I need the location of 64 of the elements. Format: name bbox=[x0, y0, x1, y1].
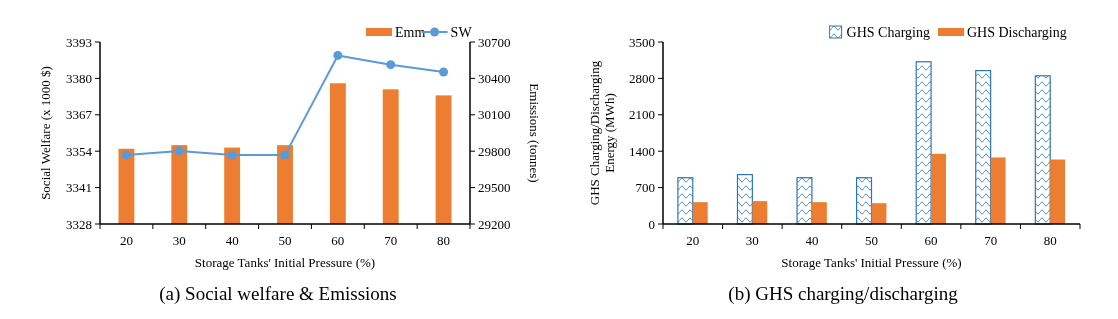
y-tick-label: 3393 bbox=[66, 34, 92, 50]
bar bbox=[1034, 75, 1051, 225]
legend-label: Emm bbox=[395, 25, 426, 40]
bar bbox=[736, 174, 753, 225]
point bbox=[439, 67, 449, 77]
point bbox=[333, 50, 343, 60]
y-tick-label: 2100 bbox=[629, 107, 655, 123]
bar bbox=[811, 202, 827, 224]
y2-tick-label: 30400 bbox=[478, 70, 511, 86]
x-tick-label: 30 bbox=[745, 233, 759, 248]
text: (b) GHS charging/discharging bbox=[728, 283, 959, 305]
y2-tick-label: 29500 bbox=[478, 180, 511, 196]
x-tick-label: 20 bbox=[686, 233, 700, 248]
y-axis-title: GHS Charging/Discharging Energy (MWh) bbox=[587, 60, 617, 206]
bar bbox=[752, 201, 768, 224]
y2-axis-title: Emissions (tonnes) bbox=[527, 83, 542, 183]
bar bbox=[931, 153, 946, 224]
y2-tick-label: 29800 bbox=[478, 143, 511, 159]
bar bbox=[856, 177, 873, 225]
y-tick-label: 0 bbox=[648, 216, 655, 232]
y-tick-label: 3328 bbox=[66, 216, 92, 232]
x-tick-label: 20 bbox=[119, 233, 133, 248]
legend-label: SW bbox=[450, 25, 473, 40]
text: (a) Social welfare & Emissions bbox=[159, 283, 397, 305]
y-tick-label: 3367 bbox=[66, 107, 93, 123]
y2-tick-label: 30100 bbox=[478, 107, 511, 123]
y-tick-label: 700 bbox=[635, 180, 655, 196]
bar bbox=[796, 177, 813, 225]
y2-tick-label: 29200 bbox=[478, 216, 511, 232]
y-tick-label: 2800 bbox=[629, 70, 655, 86]
x-tick-label: 80 bbox=[1043, 233, 1057, 248]
x-tick-label: 80 bbox=[437, 233, 451, 248]
point bbox=[386, 60, 396, 70]
point bbox=[227, 150, 237, 160]
bar bbox=[871, 203, 887, 224]
legend-label: GHS Discharging bbox=[967, 25, 1067, 40]
point bbox=[121, 150, 131, 160]
point bbox=[280, 150, 290, 160]
x-tick-label: 60 bbox=[924, 233, 938, 248]
bar bbox=[990, 157, 1006, 224]
y-tick-label: 3341 bbox=[66, 180, 92, 196]
x-tick-label: 40 bbox=[225, 233, 239, 248]
y-tick-label: 3500 bbox=[629, 34, 655, 50]
x-tick-label: 60 bbox=[331, 233, 345, 248]
x-tick-label: 50 bbox=[865, 233, 878, 248]
bar bbox=[975, 70, 992, 225]
x-axis-title: Storage Tanks' Initial Pressure (%) bbox=[194, 255, 376, 270]
bar bbox=[677, 177, 694, 225]
x-tick-label: 70 bbox=[384, 233, 398, 248]
y2-tick-label: 30700 bbox=[478, 34, 511, 50]
bar bbox=[1050, 159, 1066, 224]
point bbox=[174, 146, 184, 156]
legend-label: GHS Charging bbox=[846, 25, 930, 40]
bar bbox=[915, 61, 932, 225]
y-tick-label: 3354 bbox=[66, 143, 93, 159]
x-tick-label: 40 bbox=[805, 233, 819, 248]
x-tick-label: 70 bbox=[984, 233, 998, 248]
x-axis-title: Storage Tanks' Initial Pressure (%) bbox=[781, 255, 962, 270]
bar bbox=[692, 202, 708, 224]
x-tick-label: 50 bbox=[278, 233, 292, 248]
y-axis-title: Social Welfare (x 1000 $) bbox=[38, 66, 53, 200]
y-tick-label: 1400 bbox=[629, 143, 655, 159]
y-tick-label: 3380 bbox=[66, 70, 92, 86]
x-tick-label: 30 bbox=[172, 233, 186, 248]
